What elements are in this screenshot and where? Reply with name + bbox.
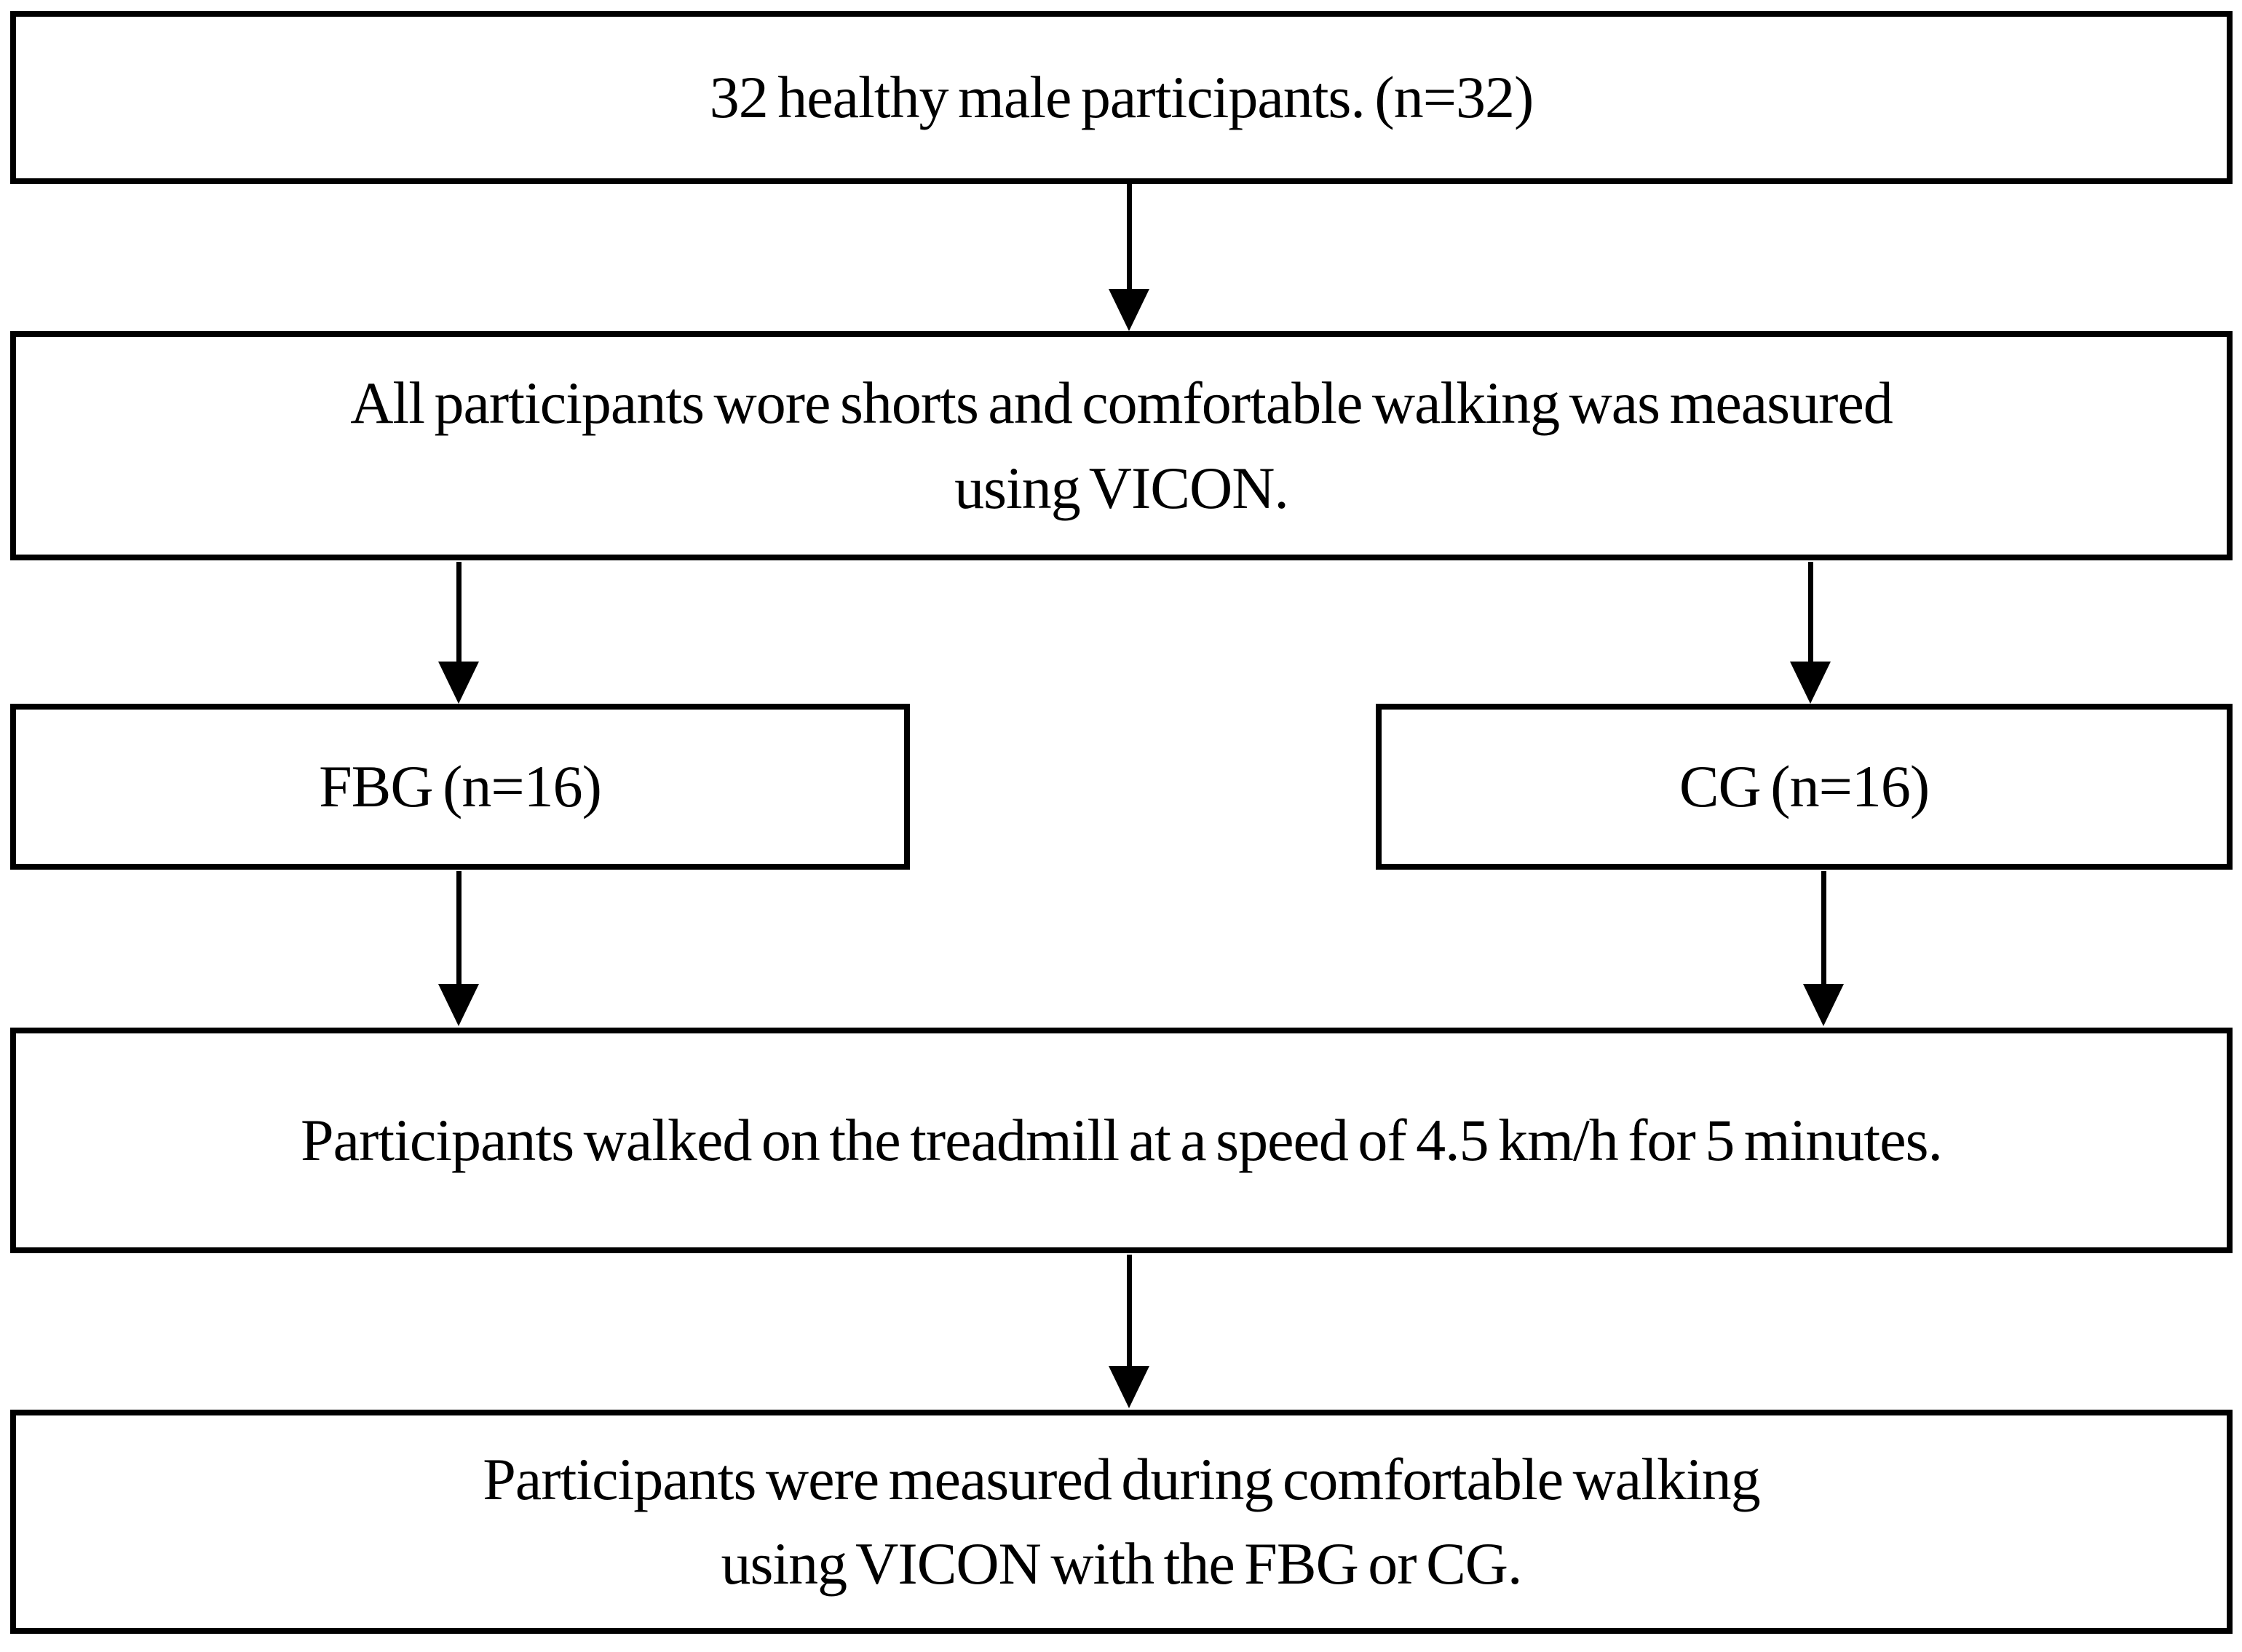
arrow-head xyxy=(1790,662,1831,704)
down-arrow-icon xyxy=(1109,1255,1149,1408)
arrow-head xyxy=(438,984,479,1026)
arrow-head xyxy=(1109,289,1149,331)
down-arrow-icon xyxy=(1790,562,1831,704)
box-participants-text: 32 healthy male participants. (n=32) xyxy=(709,63,1534,130)
box-treadmill: Participants walked on the treadmill at … xyxy=(10,1028,2233,1253)
arrow-shaft xyxy=(1807,562,1813,662)
down-arrow-icon xyxy=(438,562,479,704)
box-cg-group: CG (n=16) xyxy=(1376,704,2233,870)
box-protocol: All participants wore shorts and comfort… xyxy=(10,331,2233,560)
box-final-measurement-line2: using VICON with the FBG or CG. xyxy=(721,1530,1522,1597)
down-arrow-icon xyxy=(1109,184,1149,331)
box-protocol-line2: using VICON. xyxy=(954,454,1289,521)
box-protocol-line1: All participants wore shorts and comfort… xyxy=(350,370,1893,437)
box-participants: 32 healthy male participants. (n=32) xyxy=(10,11,2233,184)
down-arrow-icon xyxy=(438,871,479,1026)
box-final-measurement-line1: Participants were measured during comfor… xyxy=(483,1445,1761,1512)
arrow-shaft xyxy=(1126,184,1132,289)
arrow-head xyxy=(438,662,479,704)
down-arrow-icon xyxy=(1803,871,1844,1026)
arrow-head xyxy=(1109,1366,1149,1408)
box-cg-group-text: CG (n=16) xyxy=(1679,752,1930,819)
box-final-measurement: Participants were measured during comfor… xyxy=(10,1410,2233,1634)
box-fbg-group: FBG (n=16) xyxy=(10,704,910,870)
arrow-shaft xyxy=(1126,1255,1132,1366)
arrow-shaft xyxy=(1821,871,1826,984)
box-treadmill-text: Participants walked on the treadmill at … xyxy=(300,1106,1943,1173)
arrow-shaft xyxy=(456,562,462,662)
box-fbg-group-text: FBG (n=16) xyxy=(319,752,602,819)
arrow-head xyxy=(1803,984,1844,1026)
arrow-shaft xyxy=(456,871,462,984)
